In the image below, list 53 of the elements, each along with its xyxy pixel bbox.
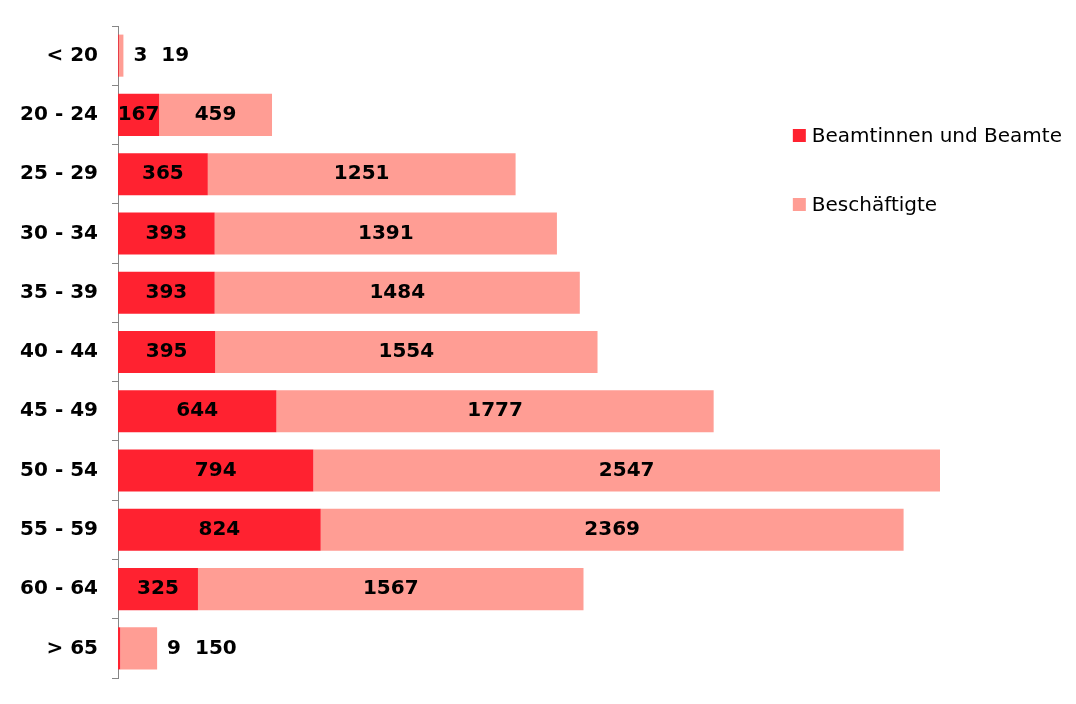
data-label: 2369 xyxy=(584,516,640,541)
data-label: 19 xyxy=(161,41,190,66)
bar xyxy=(118,627,121,670)
data-label: 393 xyxy=(145,278,188,303)
legend-label: Beamtinnen und Beamte xyxy=(811,122,1063,147)
data-label: 824 xyxy=(198,516,241,541)
data-label: 395 xyxy=(145,338,188,363)
bar xyxy=(276,390,714,433)
bar xyxy=(320,508,904,551)
bar xyxy=(215,330,598,374)
bar xyxy=(118,390,277,433)
bar xyxy=(214,271,580,314)
bar xyxy=(197,568,584,611)
legend-label: Beschäftigte xyxy=(811,191,938,216)
y-tick-label: 20 - 24 xyxy=(20,101,98,126)
y-tick-label: 45 - 49 xyxy=(20,397,98,422)
bar xyxy=(207,153,516,196)
bar xyxy=(118,212,215,255)
data-label: 2547 xyxy=(598,456,655,481)
y-tick-label: 50 - 54 xyxy=(20,456,98,481)
data-label: 3 xyxy=(133,41,148,66)
bar xyxy=(118,153,208,196)
data-label: 1251 xyxy=(333,160,390,185)
y-tick-label: 60 - 64 xyxy=(20,575,98,600)
data-label: 459 xyxy=(194,101,237,126)
y-tick-label: 55 - 59 xyxy=(20,516,98,541)
bar xyxy=(118,508,321,551)
data-label: 1567 xyxy=(362,575,419,600)
bar xyxy=(118,271,215,314)
bar xyxy=(120,627,158,670)
data-label: 1484 xyxy=(369,278,426,303)
y-tick-label: < 20 xyxy=(46,41,98,66)
y-tick-label: 25 - 29 xyxy=(20,160,98,185)
data-label: 150 xyxy=(195,634,237,659)
data-label: 167 xyxy=(117,101,160,126)
data-label: 644 xyxy=(176,397,219,422)
data-label: 393 xyxy=(145,219,188,244)
data-label: 1554 xyxy=(378,338,435,363)
bar xyxy=(159,93,273,136)
data-label: 1777 xyxy=(467,397,523,422)
y-tick-label: 35 - 39 xyxy=(20,278,98,303)
bar xyxy=(118,449,314,492)
bar xyxy=(214,212,557,255)
data-label: 1391 xyxy=(357,219,414,244)
y-tick-label: > 65 xyxy=(46,634,98,659)
y-tick-label: 40 - 44 xyxy=(20,338,98,363)
data-label: 9 xyxy=(167,634,182,659)
bar xyxy=(313,449,940,492)
data-label: 794 xyxy=(194,456,237,481)
bar xyxy=(118,330,216,374)
data-label: 325 xyxy=(137,575,179,600)
data-label: 365 xyxy=(142,160,184,185)
y-tick-label: 30 - 34 xyxy=(20,219,98,244)
